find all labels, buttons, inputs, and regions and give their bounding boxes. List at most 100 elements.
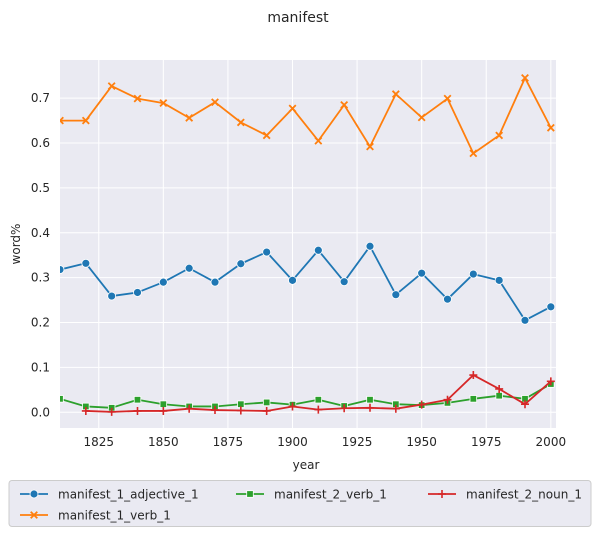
data-point-manifest-1-verb-1 [60,116,64,125]
x-tick-label: 2000 [536,435,567,449]
y-tick-label: 0.6 [31,136,50,150]
data-point-manifest-2-noun-1 [366,403,374,412]
data-point-manifest-1-adjective-1 [391,290,401,300]
data-point-manifest-2-verb-1 [159,400,168,408]
data-point-manifest-1-verb-1 [262,131,271,140]
series-manifest-1-adjective-1 [60,241,556,325]
data-point-manifest-1-adjective-1 [365,241,375,251]
x-tick-label: 1975 [471,435,502,449]
data-point-manifest-1-adjective-1 [184,263,194,273]
x-tick-label: 1825 [83,435,114,449]
legend-marker [29,489,39,499]
y-tick-label: 0.4 [31,226,50,240]
data-point-manifest-2-noun-1 [185,404,194,413]
plot-area [60,60,556,428]
data-point-manifest-1-adjective-1 [520,315,530,325]
legend-item-manifest-1-verb-1: manifest_1_verb_1 [20,509,171,523]
data-point-manifest-1-adjective-1 [60,265,65,274]
data-point-manifest-2-noun-1 [521,400,529,409]
data-point-manifest-2-noun-1 [443,395,452,404]
data-point-manifest-1-verb-1 [211,98,219,107]
data-point-manifest-2-noun-1 [81,406,90,415]
data-point-manifest-1-verb-1 [366,142,374,151]
y-tick-label: 0.7 [31,91,50,105]
data-point-manifest-2-noun-1 [314,405,323,414]
data-point-manifest-1-adjective-1 [339,277,349,287]
data-point-manifest-1-adjective-1 [262,247,272,257]
data-point-manifest-2-verb-1 [262,398,271,407]
data-point-manifest-2-noun-1 [546,377,555,386]
data-point-manifest-1-adjective-1 [288,275,297,285]
x-tick-label: 1850 [148,435,179,449]
legend-marker [438,490,446,498]
legend-label: manifest_1_verb_1 [58,509,171,523]
x-tick-label: 1875 [213,435,244,449]
legend-item-manifest-2-verb-1: manifest_2_verb_1 [236,488,387,502]
data-point-manifest-1-verb-1 [107,82,116,90]
data-point-manifest-1-adjective-1 [81,258,91,268]
x-axis-label: year [293,458,320,472]
legend: manifest_1_adjective_1 manifest_2_verb_1 m… [8,480,592,527]
x-tick-label: 1950 [406,435,437,449]
legend-frame [8,480,592,527]
series-manifest-2-noun-1 [81,371,555,416]
y-axis-ticks: 0.0 0.1 0.2 0.3 0.4 0.5 0.6 0.7 [31,91,50,419]
series-manifest-1-verb-1 [60,74,555,158]
data-point-manifest-2-noun-1 [236,406,245,415]
y-tick-label: 0.3 [31,271,50,285]
data-point-manifest-1-verb-1 [495,131,504,140]
data-point-manifest-1-verb-1 [314,136,323,145]
data-point-manifest-2-verb-1 [60,395,64,403]
y-tick-label: 0.1 [31,360,50,374]
grid [60,60,556,428]
data-point-manifest-1-adjective-1 [494,275,504,285]
data-point-manifest-1-verb-1 [521,74,529,82]
data-point-manifest-1-verb-1 [391,90,400,99]
y-tick-label: 0.5 [31,181,50,195]
data-point-manifest-1-verb-1 [133,94,142,103]
data-point-manifest-1-adjective-1 [443,294,452,304]
data-point-manifest-1-adjective-1 [313,245,323,255]
x-axis-ticks: 1825 1850 1875 1900 1925 1950 1975 2000 [83,435,566,449]
data-point-manifest-1-verb-1 [469,149,478,158]
data-point-manifest-2-noun-1 [469,371,478,380]
data-point-manifest-1-verb-1 [340,100,349,109]
legend-label: manifest_1_adjective_1 [58,488,199,502]
legend-marker [246,490,254,498]
legend-marker [30,511,38,519]
chart-title: manifest [267,10,329,26]
legend-label: manifest_2_noun_1 [466,488,582,502]
y-axis-label: word% [9,224,23,265]
legend-item-manifest-1-adjective-1: manifest_1_adjective_1 [20,488,199,502]
data-point-manifest-2-noun-1 [211,406,219,415]
data-point-manifest-2-noun-1 [417,400,426,409]
data-point-manifest-2-noun-1 [288,402,297,411]
data-point-manifest-1-verb-1 [81,116,90,125]
data-point-manifest-1-adjective-1 [417,268,427,278]
series-layer [60,74,556,416]
data-point-manifest-2-verb-1 [495,391,503,400]
data-point-manifest-1-adjective-1 [133,288,142,297]
data-point-manifest-2-noun-1 [495,384,504,393]
data-point-manifest-2-noun-1 [262,406,271,415]
data-point-manifest-1-verb-1 [546,123,555,132]
legend-item-manifest-2-noun-1: manifest_2_noun_1 [428,488,582,502]
data-point-manifest-2-noun-1 [107,407,116,416]
data-point-manifest-2-verb-1 [314,396,323,404]
data-point-manifest-2-noun-1 [159,406,168,415]
data-point-manifest-1-verb-1 [417,113,426,122]
y-tick-label: 0.0 [31,405,50,419]
data-point-manifest-2-verb-1 [133,396,142,404]
data-point-manifest-1-adjective-1 [158,277,168,287]
data-point-manifest-1-adjective-1 [107,291,117,301]
data-point-manifest-1-verb-1 [288,104,297,113]
series-line-manifest-2-verb-1 [60,383,552,409]
data-point-manifest-1-adjective-1 [468,269,478,279]
data-point-manifest-2-noun-1 [391,404,400,413]
data-point-manifest-1-verb-1 [443,94,452,103]
data-point-manifest-1-adjective-1 [546,302,556,312]
data-point-manifest-2-noun-1 [133,406,142,415]
data-point-manifest-1-adjective-1 [236,259,246,269]
data-point-manifest-1-verb-1 [236,118,245,127]
